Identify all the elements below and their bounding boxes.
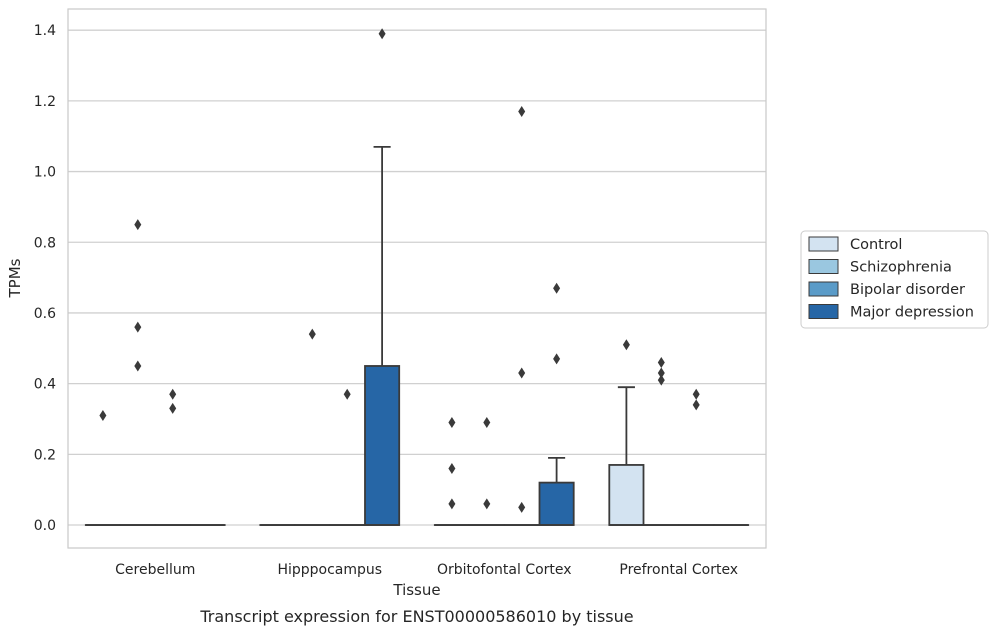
boxes [84,145,750,526]
outlier-point [483,417,491,429]
outlier-point [99,409,107,421]
legend-label: Bipolar disorder [850,282,965,298]
outlier-point [483,498,491,510]
legend-label: Major depression [850,305,974,321]
outlier-point [518,105,526,117]
outlier-point [692,388,700,400]
x-tick-label: Prefrontal Cortex [619,562,738,578]
outlier-point [692,399,700,411]
outlier-points [99,28,700,513]
y-tick-label: 0.6 [34,306,56,322]
legend-swatch [808,304,839,319]
outlier-point [169,388,177,400]
plot-frame [67,8,767,549]
outlier-point [448,417,456,429]
outlier-point [518,501,526,513]
outlier-point [134,360,142,372]
outlier-point [134,321,142,333]
outlier-point [308,328,316,340]
outlier-point [343,388,351,400]
outlier-point [622,339,630,351]
outlier-point [657,367,665,379]
outlier-point [657,356,665,368]
legend-frame [800,230,989,329]
outlier-point [553,353,561,365]
x-axis-ticks: Cerebellum Hipppocampus Orbitofontal Corte… [115,562,738,578]
legend-swatch [808,259,839,274]
box [538,481,575,526]
y-tick-label: 0.4 [34,377,56,393]
x-tick-label: Orbitofontal Cortex [437,562,572,578]
box [364,365,401,526]
figure-caption: Transcript expression for ENST0000058601… [199,607,633,626]
outlier-point [553,282,561,294]
legend-label: Control [850,237,902,253]
gridlines [68,29,766,526]
box [608,464,645,526]
legend-swatch [808,236,839,252]
y-tick-label: 1.0 [34,165,56,181]
y-tick-label: 1.2 [34,94,56,110]
outlier-point [518,367,526,379]
y-tick-label: 1.4 [34,23,56,39]
outlier-point [169,402,177,414]
outlier-point [657,374,665,386]
outlier-point [378,28,386,40]
y-axis-label: TPMs [6,258,24,298]
outlier-point [448,498,456,510]
legend-label: Schizophrenia [850,260,952,276]
legend: Control Schizophrenia Bipolar disorder Majo… [800,230,989,329]
outlier-point [448,462,456,474]
x-tick-label: Cerebellum [115,562,195,578]
legend-swatch [808,281,839,297]
outlier-point [134,219,142,231]
x-axis-label: Tissue [392,581,440,599]
y-axis-ticks: 0.0 0.2 0.4 0.6 0.8 1.0 1.2 1.4 [34,23,56,534]
x-tick-label: Hipppocampus [277,562,382,578]
y-tick-label: 0.0 [34,518,56,534]
y-tick-label: 0.8 [34,235,56,251]
y-tick-label: 0.2 [34,447,56,463]
